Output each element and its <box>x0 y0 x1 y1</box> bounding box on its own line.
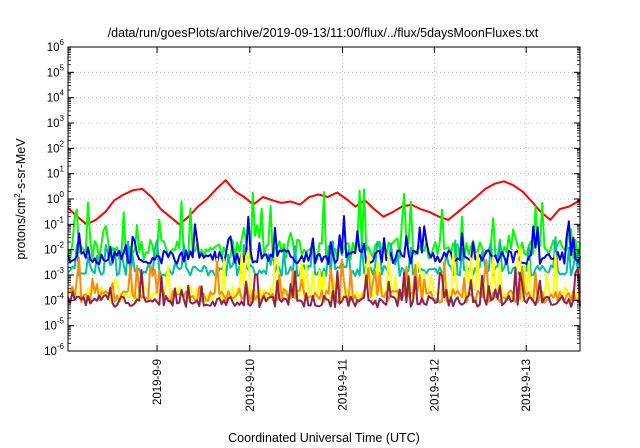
y-tick-label-base: 10 <box>44 321 57 333</box>
x-tick-label: 2019-9-9 <box>152 359 164 405</box>
x-tick-label: 2019-9-10 <box>245 359 257 411</box>
y-axis-label-sup: 2 <box>13 193 22 198</box>
y-tick-label: 106 <box>47 38 65 54</box>
x-axis-label: Coordinated Universal Time (UTC) <box>228 431 420 445</box>
x-tick-label: 2019-9-11 <box>338 359 350 411</box>
y-tick-label: 103 <box>47 114 65 130</box>
series-line-7 <box>67 267 581 309</box>
y-tick-label-exp: 1 <box>60 165 65 174</box>
plot-series <box>67 179 581 309</box>
y-tick-label: 10-2 <box>44 241 64 257</box>
y-tick-label: 10-6 <box>44 342 64 358</box>
y-tick-label: 10-4 <box>44 291 64 307</box>
y-tick-label-base: 10 <box>47 169 60 181</box>
y-tick-label: 101 <box>47 165 65 181</box>
y-tick-label-exp: -2 <box>57 241 65 250</box>
y-tick-label: 10-1 <box>44 215 64 231</box>
x-axis: 2019-9-9 2019-9-10 2019-9-11 2019-9-12 2019-… <box>152 47 533 411</box>
y-tick-label-exp: -3 <box>57 266 65 275</box>
y-tick-label-exp: 2 <box>60 139 65 148</box>
series-line-5 <box>67 245 581 303</box>
y-tick-label-base: 10 <box>47 42 60 54</box>
y-tick-label: 104 <box>47 89 65 105</box>
y-tick-label: 10-3 <box>44 266 64 282</box>
x-tick-label: 2019-9-13 <box>521 359 533 411</box>
chart-title: /data/run/goesPlots/archive/2019-09-13/1… <box>108 26 539 40</box>
y-tick-label-exp: 4 <box>60 89 65 98</box>
y-tick-label: 10-5 <box>44 317 64 333</box>
y-tick-label: 102 <box>47 139 65 155</box>
y-tick-label-base: 10 <box>44 270 57 282</box>
y-tick-label-base: 10 <box>47 194 60 206</box>
y-tick-label-base: 10 <box>47 143 60 155</box>
y-tick-label-exp: -5 <box>57 317 65 326</box>
y-tick-label-exp: 6 <box>60 38 65 47</box>
y-tick-label-exp: 5 <box>60 63 65 72</box>
y-tick-label-base: 10 <box>47 67 60 79</box>
y-axis: 10-610-510-410-310-210-11001011021031041… <box>44 38 580 358</box>
y-axis-label-rest: -s-sr-MeV <box>14 138 28 194</box>
y-tick-label-base: 10 <box>47 118 60 130</box>
y-tick-label-base: 10 <box>44 295 57 307</box>
y-axis-label-base: protons/cm <box>14 198 28 260</box>
y-tick-label-base: 10 <box>44 346 57 358</box>
y-tick-label-exp: -1 <box>57 215 65 224</box>
series-line-2 <box>67 188 581 261</box>
series-line-4 <box>67 215 581 266</box>
y-tick-label: 100 <box>47 190 65 206</box>
y-tick-label-exp: 3 <box>60 114 65 123</box>
y-tick-label-exp: -4 <box>57 291 65 300</box>
y-tick-label-exp: 0 <box>60 190 65 199</box>
y-tick-label: 105 <box>47 63 65 79</box>
y-axis-label: protons/cm2-s-sr-MeV <box>13 138 28 260</box>
y-tick-label-exp: -6 <box>57 342 65 351</box>
y-tick-label-base: 10 <box>44 219 57 231</box>
y-tick-label-base: 10 <box>47 93 60 105</box>
y-tick-label-base: 10 <box>44 245 57 257</box>
x-tick-label: 2019-9-12 <box>429 359 441 411</box>
